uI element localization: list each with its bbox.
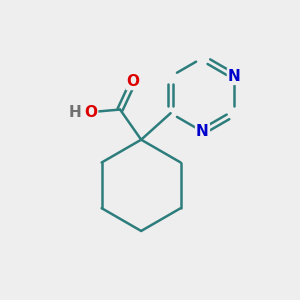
- Text: O: O: [127, 74, 140, 89]
- Text: H: H: [68, 105, 81, 120]
- Text: N: N: [196, 124, 209, 139]
- Text: O: O: [84, 105, 97, 120]
- Text: N: N: [228, 69, 241, 84]
